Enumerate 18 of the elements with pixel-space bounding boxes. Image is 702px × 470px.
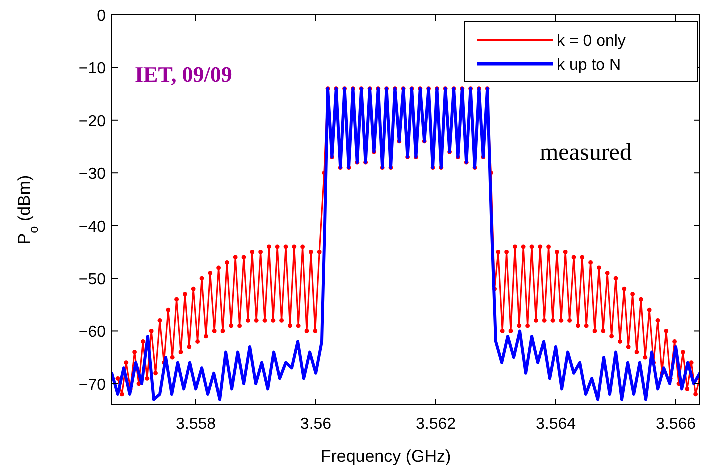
y-tick-label: 0 [97,8,106,25]
y-tick-label: −60 [78,324,106,342]
y-tick-label: −10 [78,60,106,78]
y-tick-label: −20 [78,113,106,130]
x-tick-label: 3.564 [536,416,576,433]
legend-label: k up to N [557,57,622,74]
x-tick-label: 3.562 [416,416,456,433]
x-tick-label: 3.558 [176,416,216,433]
y-tick-label: −50 [78,272,106,289]
y-tick-label: −40 [78,218,106,236]
y-tick-label: −70 [78,376,106,394]
annotation: IET, 09/09 [135,62,232,87]
annotation: measured [540,140,632,166]
x-tick-label: 3.566 [656,416,696,433]
y-tick-label: −30 [78,166,106,184]
x-axis-title: Frequency (GHz) [320,447,452,466]
x-tick-label: 3.56 [300,416,332,433]
legend-label: k = 0 only [557,33,626,50]
